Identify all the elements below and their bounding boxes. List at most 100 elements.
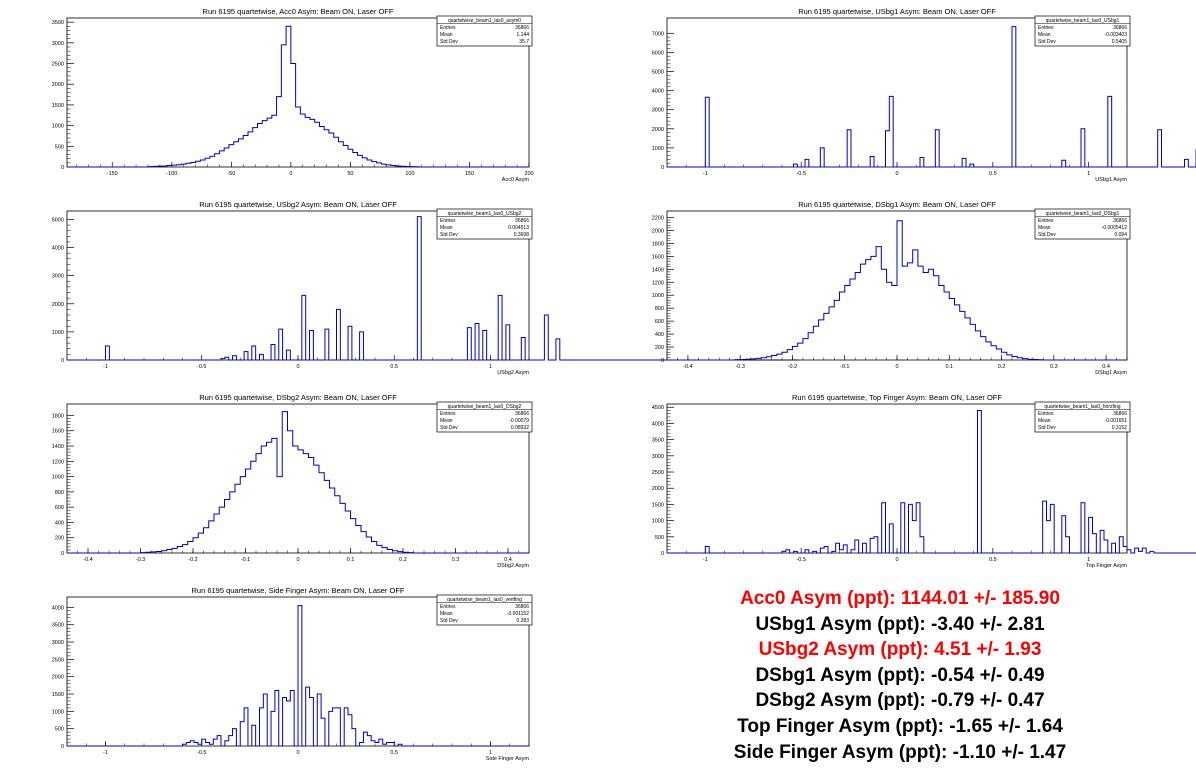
- x-tick-label: -0.1: [840, 364, 849, 370]
- histogram-line: [67, 25, 529, 168]
- stats-value: 36866: [1113, 218, 1127, 224]
- x-tick-label: 1: [489, 750, 492, 756]
- x-tick-label: -0.2: [788, 364, 797, 370]
- x-tick-label: 0.3: [452, 557, 460, 563]
- y-tick-label: 600: [55, 505, 64, 511]
- x-tick-label: 0: [895, 557, 898, 563]
- stats-name: quartetwise_beam1_las0_asym0: [448, 18, 521, 24]
- stats-label: Entries: [440, 411, 456, 417]
- stats-name: quartetwise_beam1_las0_horzfing: [1044, 404, 1120, 410]
- y-tick-label: 6000: [652, 50, 664, 56]
- stats-box: [1034, 401, 1131, 433]
- stats-value: 36866: [1113, 25, 1127, 31]
- stats-label: Entries: [440, 604, 456, 610]
- x-tick-label: 1: [1087, 557, 1090, 563]
- y-tick-label: 4500: [652, 405, 664, 411]
- stats-value: -0.001152: [507, 611, 529, 617]
- x-tick-label: -1: [103, 364, 108, 370]
- y-tick-label: 1400: [652, 267, 664, 273]
- y-tick-label: 1800: [652, 241, 664, 247]
- stats-box: [436, 208, 533, 240]
- stats-label: Mean: [1038, 32, 1051, 38]
- stats-value: 36866: [515, 411, 529, 417]
- y-tick-label: 1600: [52, 429, 64, 435]
- y-tick-label: 0: [661, 551, 664, 557]
- x-tick-label: 0.4: [504, 557, 512, 563]
- y-tick-label: 1500: [652, 502, 664, 508]
- x-tick-label: 0.2: [399, 557, 407, 563]
- histogram-panel-5: Run 6195 quartetwise, Top Finger Asym: B…: [652, 393, 1196, 569]
- histogram-line: [667, 220, 1127, 361]
- stats-label: Mean: [1038, 418, 1051, 424]
- x-tick-label: -0.5: [197, 364, 206, 370]
- y-tick-label: 7000: [652, 31, 664, 37]
- x-tick-label: 0.5: [989, 171, 997, 177]
- y-tick-label: 1200: [652, 280, 664, 286]
- histogram-line: [67, 605, 529, 747]
- y-tick-label: 400: [655, 332, 664, 338]
- panel-title: Run 6195 quartetwise, USbg2 Asym: Beam O…: [199, 200, 397, 209]
- y-tick-label: 3000: [52, 274, 64, 280]
- x-axis-label: Top Finger Asym: [1086, 563, 1127, 569]
- x-tick-label: -0.2: [188, 557, 197, 563]
- stats-label: Std Dev: [440, 232, 458, 238]
- stats-value: 36866: [515, 604, 529, 610]
- histogram-panel-3: Run 6195 quartetwise, DSbg1 Asym: Beam O…: [652, 200, 1131, 376]
- y-tick-label: 1000: [652, 146, 664, 152]
- stats-box: [1034, 15, 1131, 47]
- stats-label: Mean: [440, 225, 453, 231]
- x-tick-label: 50: [347, 171, 353, 177]
- y-tick-label: 3000: [652, 454, 664, 460]
- y-tick-label: 600: [655, 319, 664, 325]
- y-tick-label: 4000: [652, 89, 664, 95]
- y-tick-label: 2500: [52, 657, 64, 663]
- y-tick-label: 2000: [652, 486, 664, 492]
- stats-name: quartetwise_beam1_las0_DSbg2: [448, 404, 522, 410]
- stats-label: Entries: [1038, 411, 1054, 417]
- y-tick-label: 1400: [52, 444, 64, 450]
- stats-box: [436, 401, 533, 433]
- x-tick-label: 1: [1087, 171, 1090, 177]
- result-line-side-finger: Side Finger Asym (ppt): -1.10 +/- 1.47: [733, 741, 1067, 763]
- stats-value: 36866: [515, 25, 529, 31]
- x-tick-label: 0.5: [989, 557, 997, 563]
- x-tick-label: 0: [296, 364, 299, 370]
- stats-label: Mean: [440, 418, 453, 424]
- x-tick-label: -0.4: [683, 364, 692, 370]
- histogram-panel-1: Run 6195 quartetwise, USbg1 Asym: Beam O…: [652, 7, 1196, 183]
- y-tick-label: 5000: [652, 69, 664, 75]
- y-tick-label: 1000: [652, 519, 664, 525]
- x-tick-label: -0.5: [197, 750, 206, 756]
- stats-value: 36866: [1113, 411, 1127, 417]
- stats-value: 36866: [515, 218, 529, 224]
- x-tick-label: -0.5: [796, 171, 805, 177]
- y-tick-label: 3000: [652, 108, 664, 114]
- stats-label: Mean: [1038, 225, 1051, 231]
- y-tick-label: 1000: [52, 475, 64, 481]
- panel-title: Run 6195 quartetwise, Top Finger Asym: B…: [792, 393, 1002, 402]
- stats-label: Mean: [440, 611, 453, 617]
- panel-title: Run 6195 quartetwise, DSbg1 Asym: Beam O…: [798, 200, 996, 209]
- stats-value: -0.0005412: [1102, 225, 1128, 231]
- result-line-dsbg2: DSbg2 Asym (ppt): -0.79 +/- 0.47: [755, 690, 1045, 712]
- x-axis-label: USbg1 Asym: [1095, 177, 1127, 183]
- y-tick-label: 0: [61, 358, 64, 364]
- stats-value: 0.094: [1114, 232, 1127, 238]
- y-tick-label: 2000: [652, 127, 664, 133]
- y-tick-label: 0: [661, 165, 664, 171]
- y-tick-label: 4000: [52, 246, 64, 252]
- x-tick-label: 0: [895, 364, 898, 370]
- x-tick-label: -50: [227, 171, 235, 177]
- y-tick-label: 1000: [652, 293, 664, 299]
- y-tick-label: 1800: [52, 413, 64, 419]
- y-tick-label: 500: [55, 727, 64, 733]
- stats-label: Entries: [1038, 25, 1054, 31]
- y-tick-label: 0: [61, 165, 64, 171]
- x-tick-label: 0.1: [945, 364, 953, 370]
- stats-label: Entries: [1038, 218, 1054, 224]
- x-tick-label: 200: [524, 171, 533, 177]
- x-tick-label: 0.4: [1102, 364, 1110, 370]
- stats-value: 35.7: [519, 39, 529, 45]
- x-tick-label: -100: [166, 171, 177, 177]
